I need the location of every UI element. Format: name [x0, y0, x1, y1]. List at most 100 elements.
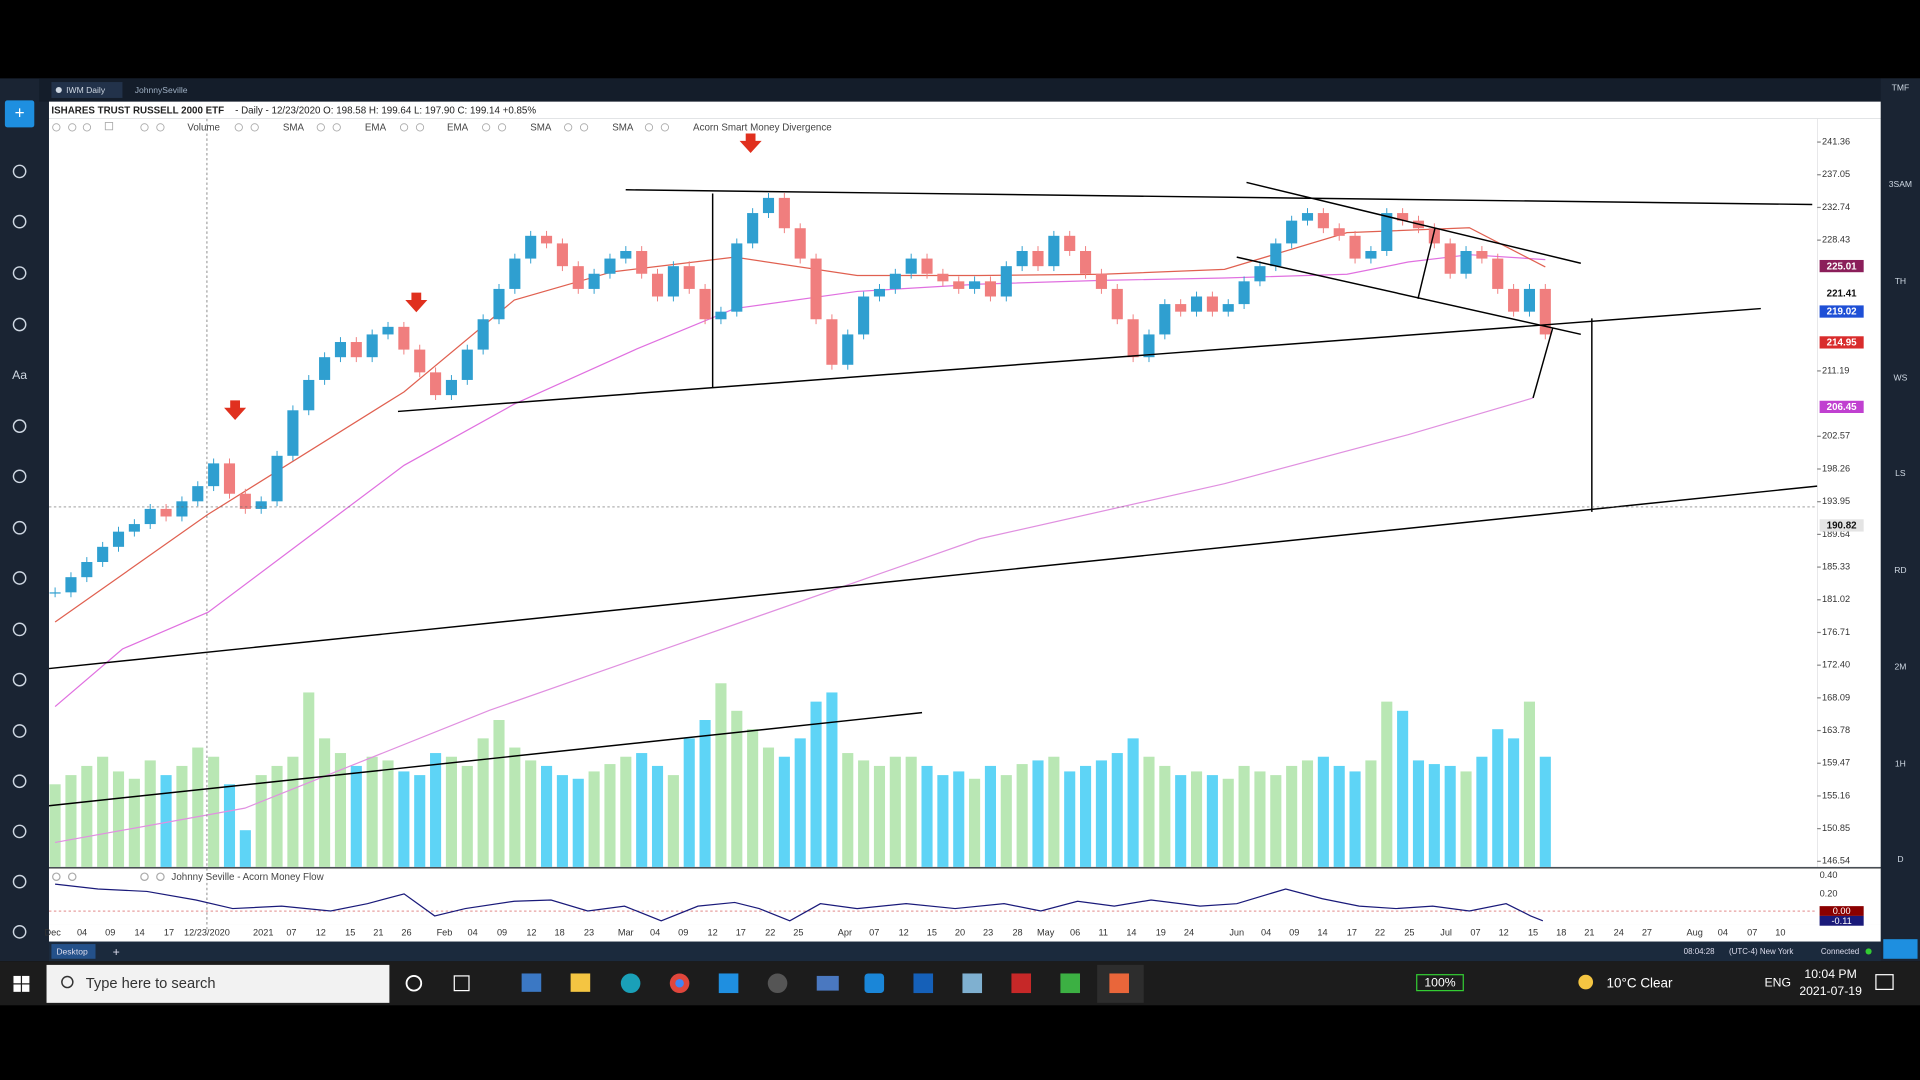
y-tick-label: 237.05	[1822, 169, 1850, 179]
sidebar-label[interactable]: 2M	[1894, 662, 1906, 672]
tool-icon[interactable]	[12, 317, 27, 332]
x-tick-label: 09	[1289, 927, 1299, 937]
sma-200	[54, 397, 1534, 844]
x-tick-label: 22	[765, 927, 775, 937]
candle-body	[493, 288, 505, 320]
language[interactable]: ENG	[1764, 975, 1791, 989]
tool-icon[interactable]	[12, 520, 27, 535]
candle-body	[984, 281, 996, 297]
tab-label[interactable]: JohnnySeville	[135, 85, 188, 95]
tool-icon[interactable]	[12, 419, 27, 433]
candle-body	[382, 326, 394, 335]
volume-bar	[461, 765, 473, 867]
candle-body	[49, 592, 61, 594]
sidebar-label[interactable]: LS	[1895, 468, 1906, 478]
tool-icon[interactable]	[12, 469, 27, 484]
sidebar-label[interactable]: TH	[1895, 276, 1906, 286]
add-tab[interactable]: +	[113, 945, 120, 959]
taskbar-apps[interactable]	[405, 964, 1144, 1003]
x-tick-label: 12	[526, 927, 536, 937]
volume-bar	[1492, 729, 1504, 867]
x-tick-label: 14	[1317, 927, 1327, 937]
tool-icon[interactable]	[12, 724, 27, 738]
candle-body	[128, 524, 140, 532]
volume-bar	[1159, 765, 1171, 867]
candle-body	[1270, 243, 1282, 267]
candle-body	[1444, 243, 1456, 274]
candle-body	[1048, 235, 1060, 267]
weather[interactable]: 10°C Clear	[1607, 975, 1673, 990]
sub-tick: 0.40	[1820, 870, 1838, 880]
x-tick-label: 09	[678, 927, 688, 937]
volume-bar	[1111, 753, 1123, 867]
add-button[interactable]	[4, 100, 35, 128]
clock-time[interactable]: 10:04 PM	[1804, 967, 1856, 981]
sub-value: 0.00	[1833, 906, 1851, 916]
clock-date[interactable]: 2021-07-19	[1799, 984, 1862, 998]
status-left[interactable]: Desktop	[56, 946, 88, 956]
candle-body	[144, 508, 156, 525]
volume-bar	[762, 747, 775, 867]
x-tick-label: 12	[1499, 927, 1509, 937]
sidebar-label[interactable]: 3SAM	[1889, 179, 1912, 189]
start-button[interactable]	[13, 975, 30, 992]
text-tool[interactable]: Aa	[12, 368, 27, 382]
volume-bar	[778, 756, 790, 867]
notifications[interactable]	[1875, 974, 1894, 990]
y-tick-label: 241.36	[1822, 136, 1850, 146]
x-tick-label: 06	[1070, 927, 1080, 937]
volume-bar	[303, 692, 315, 867]
crosshair	[48, 118, 1818, 931]
volume-bar	[651, 765, 664, 867]
sidebar-label[interactable]: WS	[1894, 373, 1908, 383]
tool-icon[interactable]	[12, 874, 27, 889]
sidebar-label[interactable]: RD	[1894, 565, 1906, 575]
tool-icon[interactable]	[12, 672, 27, 687]
volume-bar	[588, 771, 600, 867]
volume-bar	[176, 765, 188, 867]
volume-bar	[1301, 760, 1314, 867]
tool-icon[interactable]	[12, 164, 27, 179]
sidebar-label[interactable]: TMF	[1892, 82, 1910, 92]
tool-icon[interactable]	[12, 774, 27, 789]
x-tick-label: May	[1037, 927, 1055, 937]
tool-icon[interactable]	[12, 571, 27, 585]
tool-icon[interactable]	[12, 824, 27, 839]
volume-bar	[604, 764, 616, 867]
candle-body	[715, 311, 727, 320]
battery[interactable]	[1416, 974, 1464, 992]
connection-dot	[1865, 948, 1872, 955]
tool-icon[interactable]	[12, 622, 27, 637]
tool-icon[interactable]	[12, 214, 27, 229]
search-box[interactable]	[46, 964, 390, 1003]
volume-bar	[683, 738, 695, 867]
desktop-tab[interactable]	[51, 944, 96, 959]
candle-body	[1397, 213, 1409, 221]
indicator-label: Acorn Smart Money Divergence	[693, 123, 832, 134]
candle-body	[636, 250, 648, 274]
volume-bar	[969, 778, 981, 867]
volume-bar	[112, 771, 125, 867]
tool-icon[interactable]	[12, 924, 27, 939]
x-tick-label: 23	[983, 927, 993, 937]
volume-bar	[223, 784, 236, 867]
tool-icon[interactable]	[12, 266, 27, 280]
candle-body	[1492, 258, 1504, 289]
volume-bar	[541, 765, 553, 867]
volume-bar	[1254, 771, 1266, 867]
candle-body	[778, 197, 790, 229]
tab[interactable]	[51, 82, 123, 98]
search-icon	[61, 975, 74, 989]
search-placeholder[interactable]: Type here to search	[86, 976, 216, 992]
candle-body	[461, 349, 473, 380]
volume-bar	[97, 756, 109, 867]
volume-bar	[1460, 771, 1472, 867]
x-tick-label: 17	[1347, 927, 1357, 937]
ohlc: - Daily - 12/23/2020 O: 198.58 H: 199.64…	[235, 105, 536, 116]
y-tick-label: 163.78	[1822, 725, 1850, 735]
tab-label[interactable]: IWM Daily	[66, 85, 106, 95]
volume-bar	[477, 738, 489, 867]
sidebar-label[interactable]: D	[1897, 854, 1903, 864]
expand-button[interactable]	[1883, 939, 1918, 959]
sidebar-label[interactable]: 1H	[1895, 758, 1906, 768]
